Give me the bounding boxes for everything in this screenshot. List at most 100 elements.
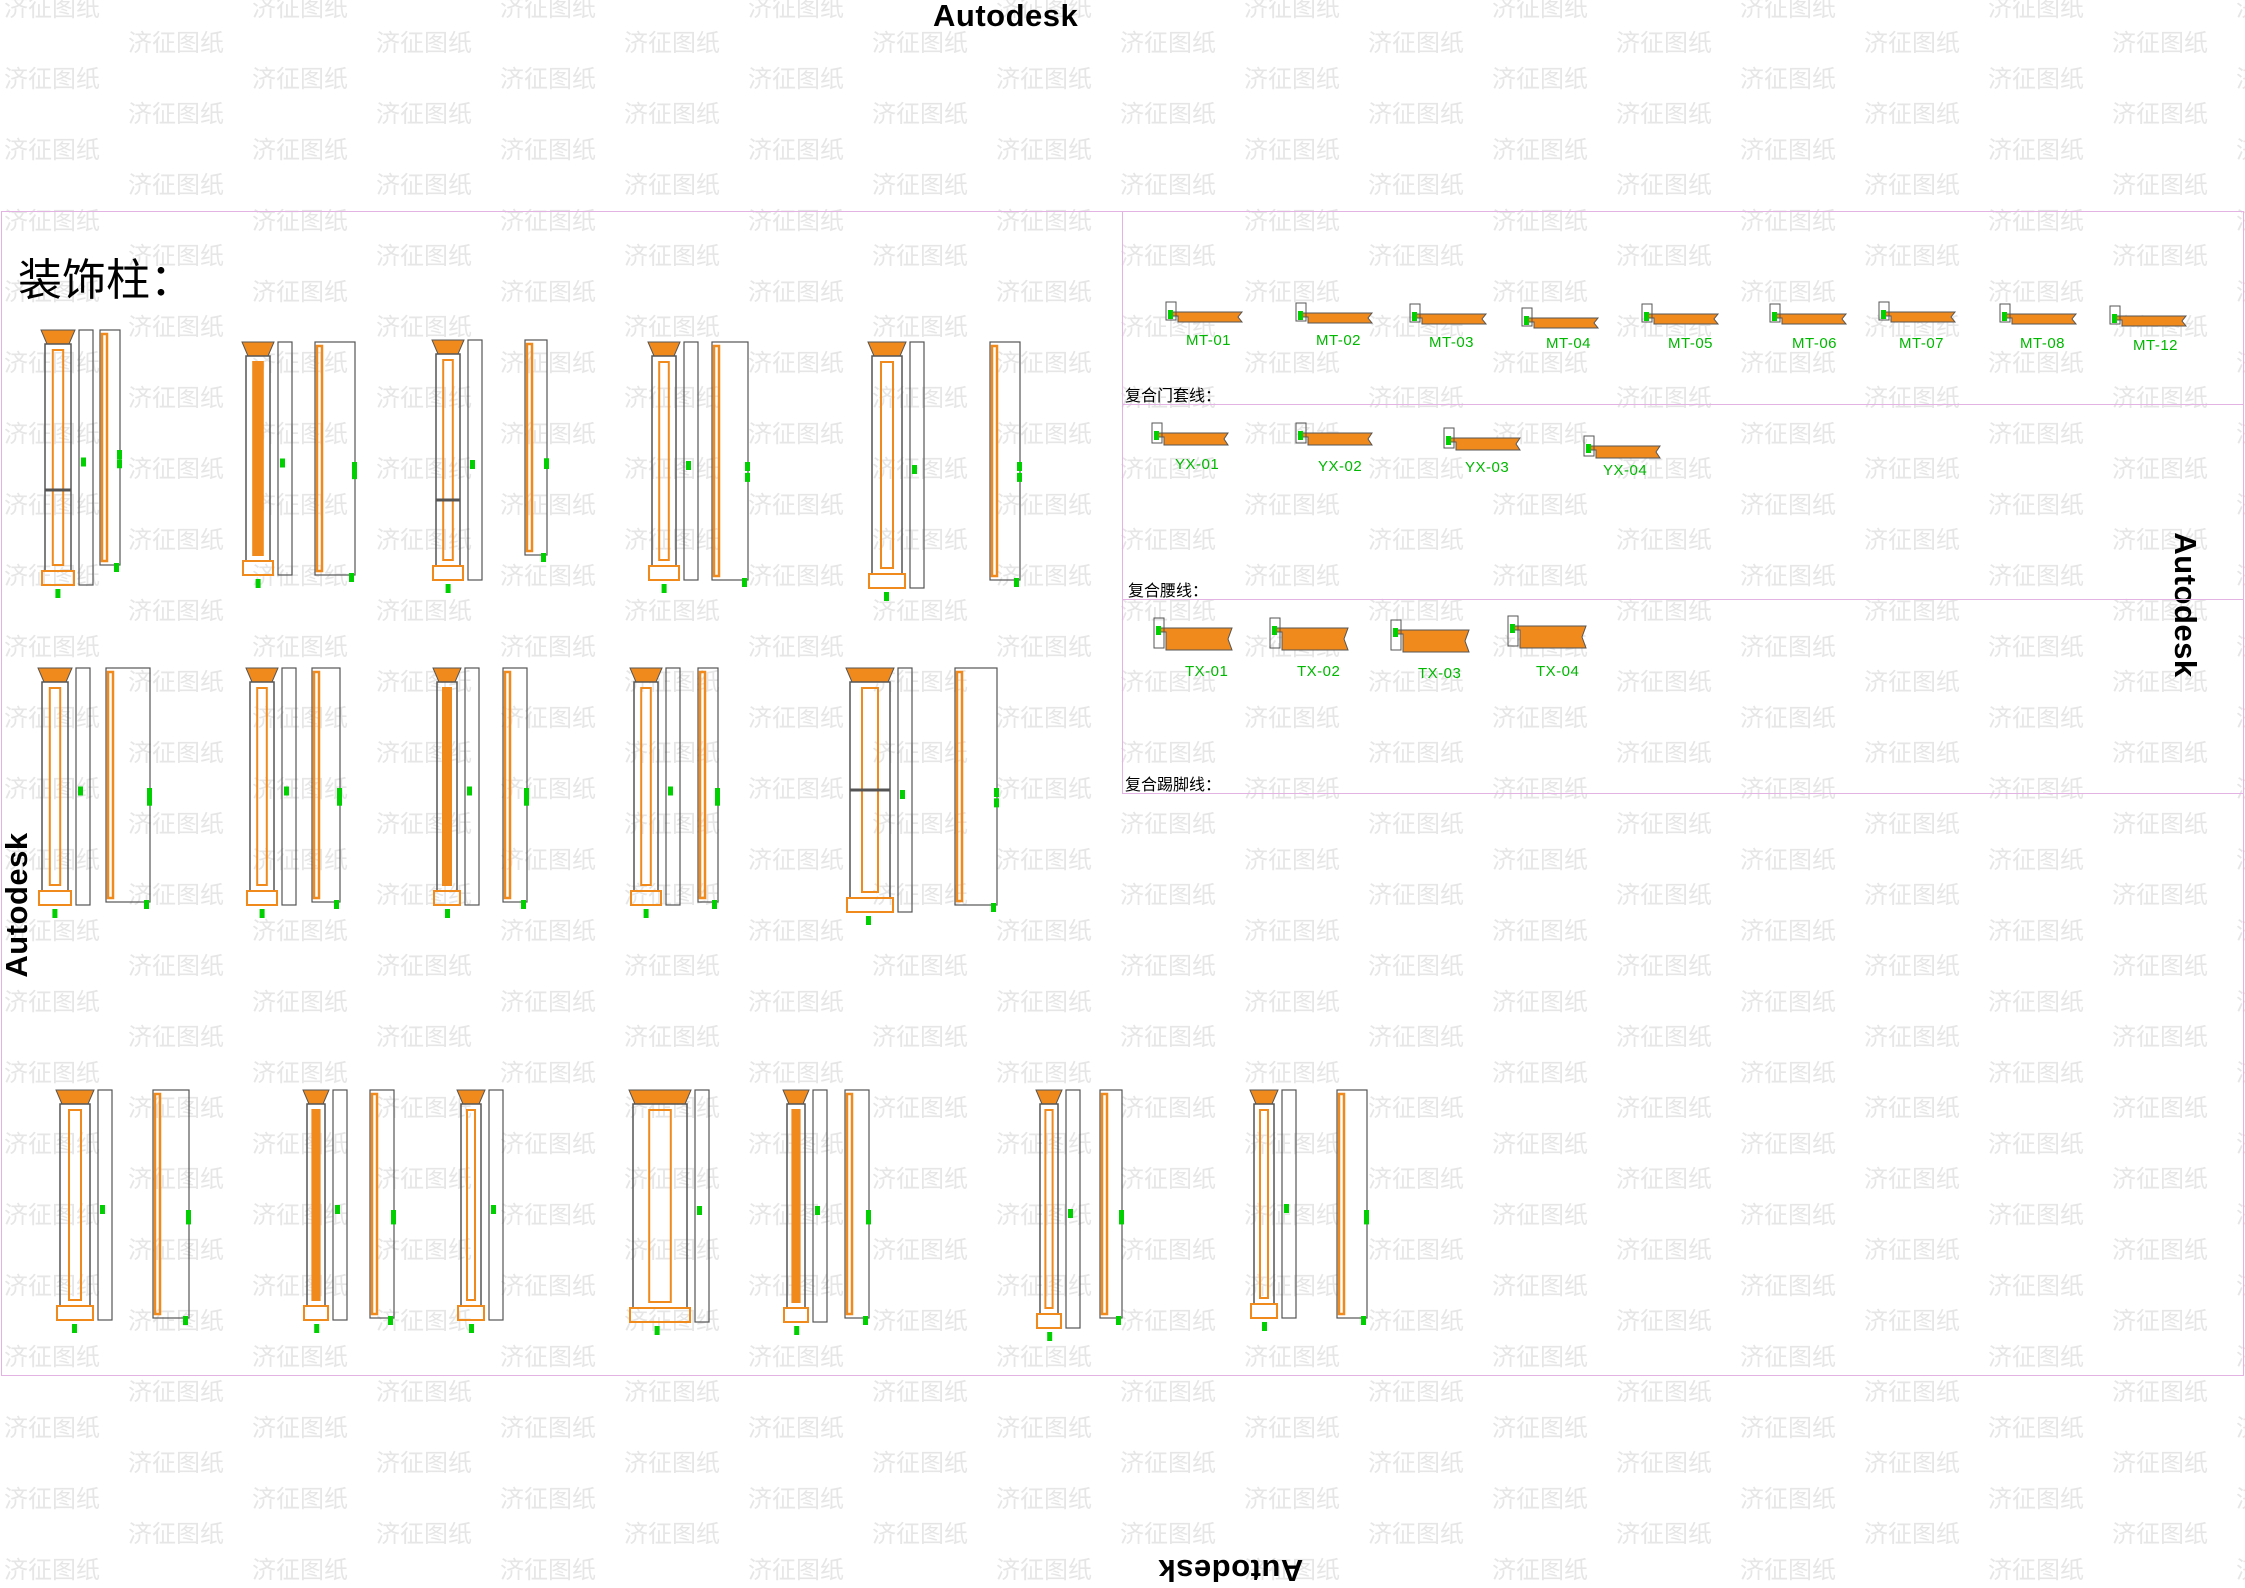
column-4-capital bbox=[867, 341, 907, 357]
column-0-base bbox=[41, 570, 75, 586]
column-6-marker-base bbox=[259, 909, 265, 918]
column-10-marker-mid bbox=[100, 1205, 105, 1214]
waist-line-profile-0-marker bbox=[1154, 431, 1159, 440]
side-r1-3-profile bbox=[525, 342, 534, 553]
side-r2-4-marker-b bbox=[715, 796, 720, 806]
column-3-marker-base bbox=[661, 584, 667, 593]
side-r2-2-marker-c bbox=[334, 900, 339, 909]
column-1-side-box bbox=[277, 341, 293, 576]
waist-line-profile-2-marker bbox=[1446, 436, 1451, 445]
column-5-capital bbox=[37, 667, 73, 683]
column-7-capital bbox=[432, 667, 462, 683]
column-8-marker-base bbox=[643, 909, 649, 918]
side-r3-2-marker-c bbox=[388, 1316, 393, 1325]
profile-label-mt-06: MT-06 bbox=[1792, 335, 1838, 352]
side-r1-5-outer bbox=[989, 341, 1021, 581]
side-r3-5-marker-a bbox=[1364, 1210, 1369, 1219]
door-casing-profile-1-body bbox=[1301, 312, 1374, 324]
column-3-shaft bbox=[651, 355, 677, 567]
door-casing-profile-3-bracket bbox=[1521, 307, 1533, 327]
door-casing-profile-4-bracket bbox=[1641, 303, 1653, 323]
side-r3-2-profile bbox=[370, 1092, 379, 1316]
side-r2-2-outer bbox=[311, 667, 341, 903]
column-8-side-box bbox=[665, 667, 681, 906]
side-r2-5-profile bbox=[955, 670, 964, 903]
door-casing-profile-8-marker bbox=[2112, 314, 2117, 323]
side-r3-1-marker-c bbox=[183, 1316, 188, 1325]
side-r2-2-marker-a bbox=[337, 788, 342, 797]
side-r1-1-marker-b bbox=[117, 459, 122, 469]
side-r1-2-profile bbox=[315, 344, 324, 573]
side-r1-2-marker-b bbox=[352, 470, 357, 480]
side-r2-2-marker-b bbox=[337, 796, 342, 806]
column-6-marker-mid bbox=[284, 786, 289, 796]
column-3-base bbox=[648, 565, 680, 581]
column-16-marker-mid bbox=[1284, 1204, 1289, 1213]
column-7-marker-mid bbox=[467, 786, 472, 796]
side-r3-3-outer bbox=[844, 1089, 870, 1319]
column-5-flute bbox=[48, 687, 62, 886]
column-9-marker-base bbox=[866, 916, 871, 925]
side-r3-3-profile bbox=[845, 1092, 854, 1316]
side-r1-3-outer bbox=[524, 339, 548, 556]
column-5-base bbox=[38, 890, 72, 906]
section-divider-vertical bbox=[1122, 211, 1123, 794]
side-r3-3-marker-c bbox=[863, 1316, 868, 1325]
column-2-flute bbox=[442, 359, 454, 561]
column-13-side-box bbox=[694, 1089, 710, 1323]
column-0-shaft bbox=[44, 343, 72, 572]
section-divider-door bbox=[1122, 404, 2244, 405]
side-r2-1-marker-b bbox=[147, 796, 152, 806]
side-r3-4-marker-a bbox=[1119, 1210, 1124, 1219]
column-6-capital bbox=[245, 667, 279, 683]
profile-label-yx-02: YX-02 bbox=[1318, 458, 1363, 475]
column-11-marker-mid bbox=[335, 1205, 340, 1214]
column-2-shaft bbox=[435, 353, 461, 567]
profile-label-mt-02: MT-02 bbox=[1316, 332, 1362, 349]
profile-label-yx-03: YX-03 bbox=[1465, 459, 1510, 476]
column-15-side-box bbox=[1065, 1089, 1081, 1329]
side-r3-2-marker-b bbox=[391, 1215, 396, 1225]
side-r1-2-marker-c bbox=[349, 573, 354, 582]
door-casing-profile-4-marker bbox=[1644, 312, 1649, 321]
skirting-profile-0-marker bbox=[1156, 626, 1161, 635]
skirting-label: 复合踢脚线： bbox=[1125, 775, 1222, 794]
column-15-marker-base bbox=[1047, 1332, 1053, 1341]
waist-line-profile-0-bracket bbox=[1151, 422, 1163, 444]
column-6-base bbox=[246, 890, 278, 906]
column-10-flute bbox=[68, 1109, 82, 1301]
column-10-base bbox=[56, 1305, 94, 1321]
side-r3-5-outer bbox=[1336, 1089, 1368, 1319]
side-r2-3-profile bbox=[503, 670, 512, 900]
column-10-capital bbox=[55, 1089, 95, 1105]
side-r3-2-outer bbox=[369, 1089, 395, 1319]
skirting-profile-2-body bbox=[1396, 629, 1470, 653]
door-casing-profile-7-bracket bbox=[1999, 303, 2011, 323]
section-divider-waist bbox=[1122, 599, 2244, 600]
door-casing-profile-6-marker bbox=[1881, 310, 1886, 319]
column-12-shaft bbox=[460, 1103, 482, 1307]
column-13-flute bbox=[648, 1109, 672, 1303]
column-7-base bbox=[433, 890, 461, 906]
side-r1-4-outer bbox=[711, 341, 749, 581]
column-11-side-box bbox=[332, 1089, 348, 1321]
skirting-profile-2-marker bbox=[1393, 628, 1398, 637]
column-9-marker-mid bbox=[900, 790, 905, 799]
column-2-capital bbox=[431, 339, 465, 355]
door-casing-profile-6-bracket bbox=[1878, 301, 1890, 321]
door-casing-profile-5-marker bbox=[1772, 312, 1777, 321]
column-14-marker-base bbox=[794, 1326, 800, 1335]
column-0-marker-mid bbox=[81, 457, 86, 467]
column-8-marker-mid bbox=[668, 786, 673, 796]
side-r2-5-marker-a bbox=[994, 788, 999, 797]
door-casing-profile-5-bracket bbox=[1769, 303, 1781, 323]
side-r3-5-marker-b bbox=[1364, 1215, 1369, 1225]
waist-line-profile-3-body bbox=[1589, 445, 1661, 459]
column-15-base bbox=[1036, 1313, 1062, 1329]
side-r2-3-marker-b bbox=[524, 796, 529, 806]
door-casing-profile-1-bracket bbox=[1295, 302, 1307, 322]
skirting-profile-1-bracket bbox=[1269, 617, 1281, 649]
column-5-side-box bbox=[75, 667, 91, 906]
column-1-capital bbox=[241, 341, 275, 357]
